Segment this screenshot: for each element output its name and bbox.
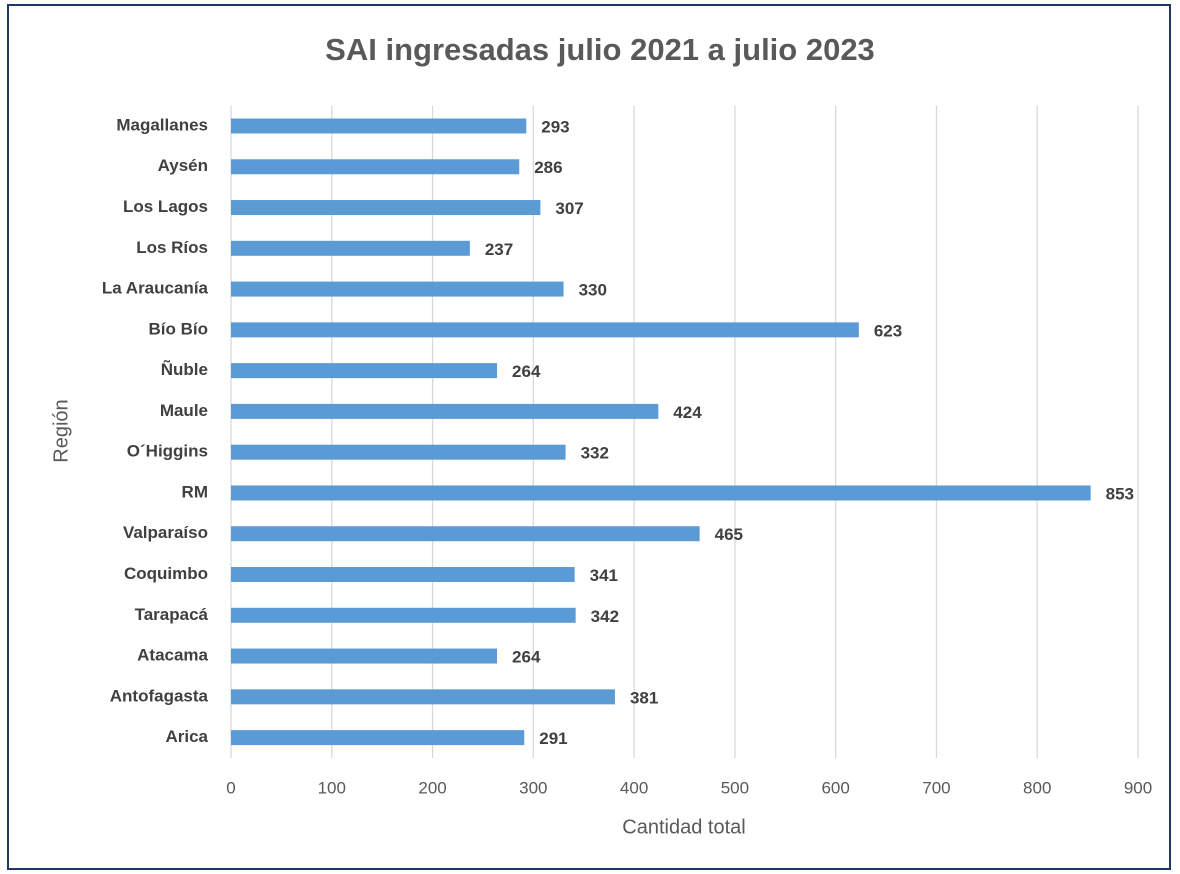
value-label: 465 <box>715 525 743 544</box>
x-tick-label: 800 <box>1023 778 1051 797</box>
bar <box>231 526 700 542</box>
y-tick-label: La Araucanía <box>102 279 209 298</box>
value-label: 293 <box>541 117 569 136</box>
value-label: 424 <box>673 403 702 422</box>
y-tick-label: Bío Bío <box>149 319 209 338</box>
bar <box>231 322 859 338</box>
x-tick-label: 400 <box>620 778 648 797</box>
value-label: 264 <box>512 362 541 381</box>
bar <box>231 444 566 460</box>
value-label: 264 <box>512 648 541 667</box>
value-label: 286 <box>534 158 562 177</box>
value-label: 342 <box>591 607 619 626</box>
x-tick-label: 200 <box>418 778 446 797</box>
y-tick-label: Tarapacá <box>135 605 209 624</box>
value-label: 341 <box>590 566 618 585</box>
x-tick-label: 100 <box>318 778 346 797</box>
bar <box>231 607 576 623</box>
x-tick-label: 900 <box>1124 778 1152 797</box>
y-axis-title: Región <box>50 399 72 462</box>
value-label: 330 <box>579 281 607 300</box>
x-tick-label: 500 <box>721 778 749 797</box>
x-tick-label: 700 <box>922 778 950 797</box>
bar <box>231 403 659 419</box>
bar <box>231 689 615 705</box>
y-tick-label: Antofagasta <box>110 686 209 705</box>
y-tick-label: Atacama <box>137 646 208 665</box>
value-label: 291 <box>539 729 567 748</box>
x-tick-label: 300 <box>519 778 547 797</box>
bar <box>231 118 527 134</box>
x-tick-label: 600 <box>821 778 849 797</box>
value-label: 381 <box>630 688 658 707</box>
value-label: 853 <box>1106 484 1134 503</box>
bar <box>231 240 470 256</box>
bar <box>231 648 498 664</box>
value-label: 237 <box>485 240 513 259</box>
value-label: 307 <box>555 199 583 218</box>
bar <box>231 281 564 297</box>
y-tick-label: Los Ríos <box>136 238 208 257</box>
y-tick-label: Ñuble <box>161 359 208 379</box>
value-label: 332 <box>581 444 609 463</box>
y-tick-label: O´Higgins <box>127 442 208 461</box>
frame <box>7 4 1171 870</box>
bar <box>231 363 498 379</box>
x-axis-title: Cantidad total <box>622 816 745 838</box>
x-tick-label: 0 <box>226 778 235 797</box>
bar <box>231 485 1091 501</box>
y-tick-label: Arica <box>165 727 208 746</box>
bar <box>231 159 520 175</box>
y-tick-label: RM <box>182 482 208 501</box>
bar <box>231 567 575 583</box>
bar <box>231 200 541 216</box>
y-tick-label: Los Lagos <box>123 197 208 216</box>
y-tick-label: Maule <box>160 401 208 420</box>
chart-title: SAI ingresadas julio 2021 a julio 2023 <box>325 32 875 67</box>
y-tick-label: Coquimbo <box>124 564 208 583</box>
y-tick-label: Magallanes <box>116 115 208 134</box>
bar <box>231 730 525 746</box>
y-tick-label: Aysén <box>158 156 208 175</box>
y-tick-label: Valparaíso <box>123 523 208 542</box>
value-label: 623 <box>874 321 902 340</box>
